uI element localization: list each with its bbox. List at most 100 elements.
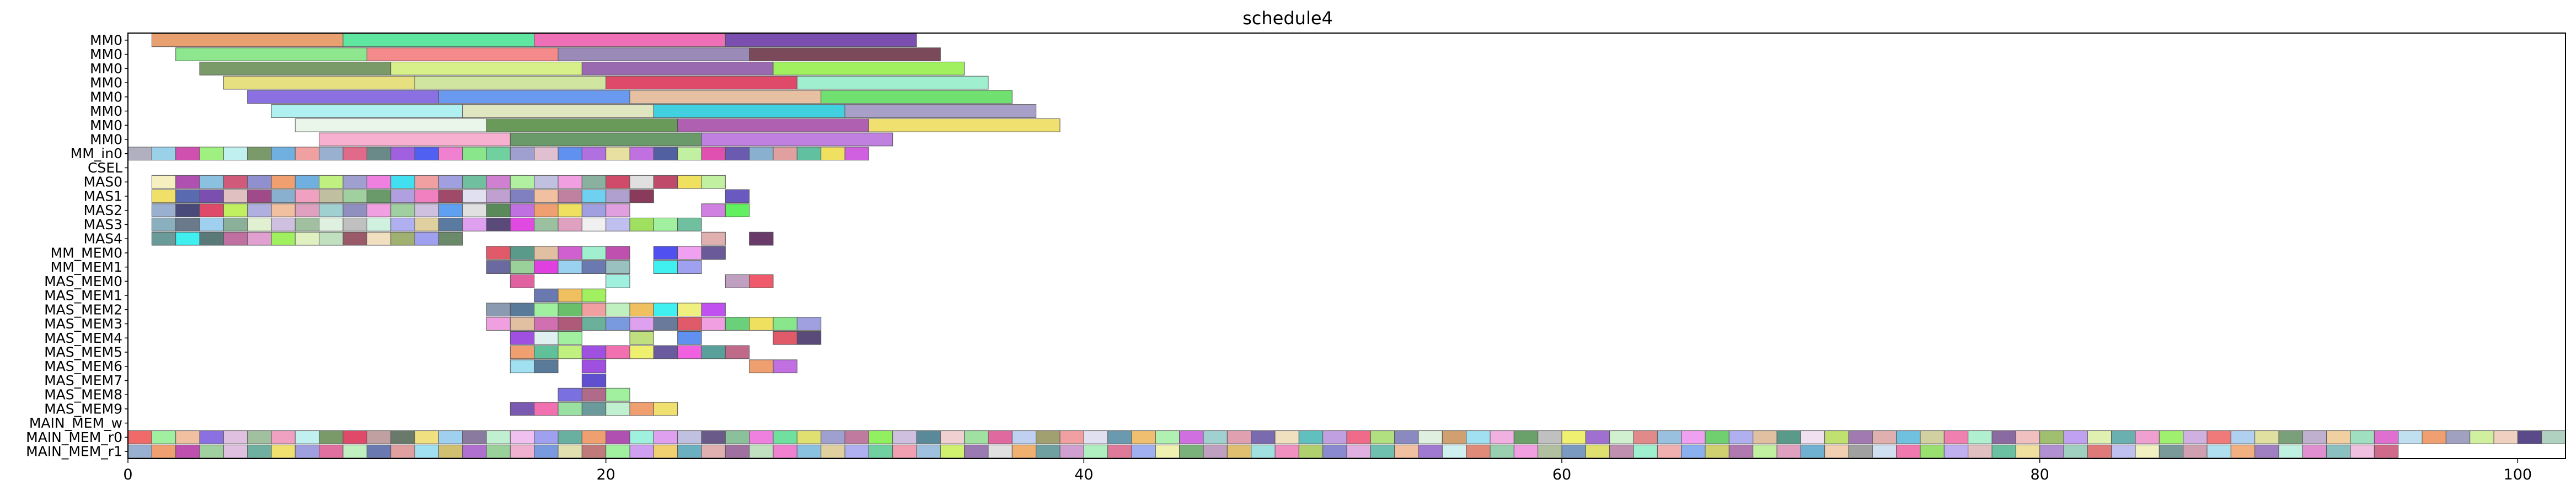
- task-bar: [2302, 444, 2327, 459]
- task-bar: [2135, 430, 2160, 444]
- task-bar: [677, 260, 702, 274]
- task-bar: [294, 147, 320, 161]
- row-label: MM0: [90, 103, 122, 119]
- task-bar: [534, 430, 559, 444]
- task-bar: [2445, 430, 2471, 444]
- task-bar: [677, 430, 702, 444]
- task-bar: [1943, 444, 1969, 459]
- task-bar: [1418, 444, 1443, 459]
- task-bar: [486, 118, 678, 132]
- task-bar: [462, 218, 487, 231]
- row-label: CSEL: [88, 160, 122, 176]
- task-bar: [2350, 444, 2375, 459]
- task-bar: [534, 218, 559, 231]
- task-bar: [1322, 444, 1347, 459]
- task-bar: [2159, 430, 2184, 444]
- task-bar: [342, 218, 367, 231]
- task-bar: [366, 189, 392, 203]
- task-bar: [438, 218, 463, 231]
- task-bar: [629, 345, 654, 359]
- task-bar: [223, 189, 248, 203]
- task-bar: [294, 444, 320, 459]
- row-label: MAIN_MEM_r0: [26, 429, 122, 445]
- row-label: MAIN_MEM_r1: [26, 444, 122, 460]
- task-bar: [486, 189, 511, 203]
- task-bar: [510, 274, 535, 288]
- task-bar: [390, 189, 415, 203]
- task-bar: [1753, 430, 1777, 444]
- task-bar: [606, 430, 630, 444]
- task-bar: [1824, 444, 1849, 459]
- task-bar: [653, 260, 678, 274]
- task-bar: [1943, 430, 1969, 444]
- task-bar: [581, 189, 607, 203]
- row-label: MM_MEM1: [51, 259, 122, 275]
- task-bar: [534, 33, 726, 47]
- task-bar: [749, 47, 941, 61]
- task-bar: [2111, 444, 2136, 459]
- task-bar: [390, 430, 415, 444]
- task-bar: [677, 444, 702, 459]
- task-bar: [1968, 430, 1993, 444]
- task-bar: [629, 402, 654, 416]
- task-bar: [677, 118, 869, 132]
- task-bar: [1585, 444, 1610, 459]
- task-bar: [510, 147, 535, 161]
- task-bar: [462, 203, 487, 218]
- task-bar: [247, 231, 272, 246]
- task-bar: [1298, 444, 1324, 459]
- task-bar: [1920, 444, 1945, 459]
- task-bar: [294, 231, 320, 246]
- task-bar: [319, 444, 344, 459]
- task-bar: [510, 317, 535, 331]
- task-bar: [2374, 430, 2399, 444]
- task-bar: [2278, 430, 2303, 444]
- task-bar: [2326, 444, 2351, 459]
- task-bar: [127, 147, 152, 161]
- x-axis-ticks: 0 20 40 60 80 100: [123, 459, 2532, 483]
- task-bar: [199, 147, 224, 161]
- task-bar: [1561, 444, 1586, 459]
- task-bar: [725, 317, 750, 331]
- task-bar: [701, 246, 726, 260]
- task-bar: [390, 444, 415, 459]
- task-bar: [438, 231, 463, 246]
- task-bar: [199, 231, 224, 246]
- task-bar: [558, 288, 582, 303]
- task-bar: [414, 430, 439, 444]
- task-bar: [1179, 430, 1204, 444]
- task-bar: [438, 189, 463, 203]
- task-bar: [486, 246, 511, 260]
- task-bar: [438, 175, 463, 189]
- task-bar: [629, 303, 654, 317]
- task-bar: [606, 189, 630, 203]
- task-bar: [1728, 430, 1754, 444]
- task-bar: [725, 33, 917, 47]
- task-bar: [534, 147, 559, 161]
- task-bar: [725, 203, 750, 218]
- task-bar: [534, 288, 559, 303]
- task-bar: [1561, 430, 1586, 444]
- task-bar: [629, 317, 654, 331]
- task-bar: [653, 430, 678, 444]
- task-bar: [223, 175, 248, 189]
- task-bar: [271, 444, 296, 459]
- task-bar: [462, 189, 487, 203]
- task-bar: [964, 444, 989, 459]
- task-bar: [653, 246, 678, 260]
- row-label: MAS_MEM7: [44, 373, 122, 389]
- task-bar: [414, 444, 439, 459]
- task-bar: [2063, 430, 2088, 444]
- task-bar: [1513, 430, 1539, 444]
- task-bar: [1466, 444, 1491, 459]
- task-bar: [175, 175, 200, 189]
- task-bar: [749, 231, 774, 246]
- task-bar: [558, 218, 582, 231]
- task-bar: [199, 430, 224, 444]
- task-bar: [175, 189, 200, 203]
- task-bar: [1728, 444, 1754, 459]
- task-bar: [175, 444, 200, 459]
- task-bar: [366, 47, 559, 61]
- task-bar: [725, 147, 750, 161]
- task-bar: [677, 331, 702, 345]
